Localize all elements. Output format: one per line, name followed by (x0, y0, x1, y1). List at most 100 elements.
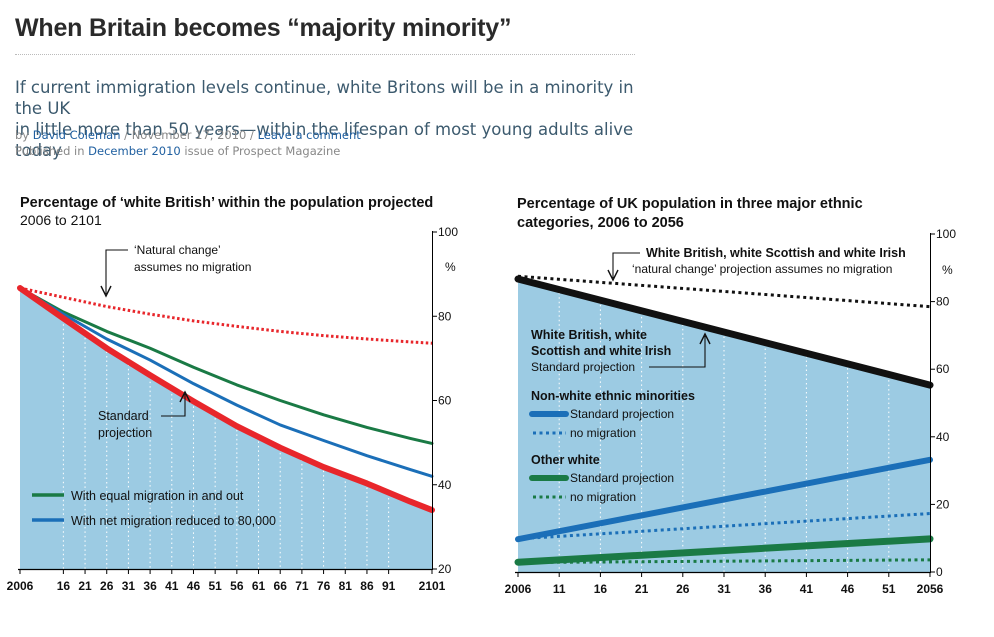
chart1-y-tick-label: 20 (438, 562, 452, 576)
chart1-y-tick-label: 100 (438, 225, 458, 239)
published-suffix: issue of Prospect Magazine (184, 144, 341, 158)
chart1-series-standard (17, 285, 435, 514)
article-standfirst: If current immigration levels continue, … (15, 77, 655, 161)
publish-date: November 17, 2010 (131, 128, 247, 142)
byline-separator: / (250, 128, 254, 142)
chart2-wb-arrowhead (699, 332, 711, 345)
by-prefix: by (15, 128, 30, 142)
chart1-annotation-natural-2: assumes no migration (134, 260, 251, 274)
chart1-title-line-1: Percentage of ‘white British’ within the… (20, 195, 433, 211)
chart2-legend-nonwhite-heading: Non-white ethnic minorities (531, 389, 695, 403)
chart1-x-tick-label: 66 (274, 579, 288, 593)
chart1-x-tick-label: 36 (143, 579, 157, 593)
chart1-x-tick-label: 51 (208, 579, 222, 593)
standfirst-line-2: in little more than 50 years—within the … (15, 120, 634, 160)
chart2-series-wb_standard (514, 275, 934, 389)
chart2-x-tick-label: 16 (594, 582, 608, 596)
chart1-x-tick-label: 61 (252, 579, 266, 593)
chart1-x-tick-label: 26 (100, 579, 114, 593)
chart2-x-tick-label: 36 (759, 582, 773, 596)
chart2-x-tick-label: 31 (717, 582, 731, 596)
headline-rule (15, 54, 635, 55)
chart1-area-fill (20, 288, 432, 569)
chart2-annotation-wb-3: Standard projection (531, 360, 635, 374)
chart2-series-nw_standard (515, 456, 933, 543)
chart1-legend-reduced-label: With net migration reduced to 80,000 (71, 514, 276, 528)
chart1-y-ticks: 20 40 60 80 100 (432, 225, 458, 576)
chart2-top-arrowhead (607, 269, 619, 282)
chart1-gridlines (62, 297, 390, 569)
chart2-y-tick-label: 0 (936, 565, 943, 579)
chart1-series (17, 285, 435, 514)
chart2-x-tick-label: 21 (635, 582, 649, 596)
chart2-y-ticks: 0 20 40 60 80 100 (930, 227, 956, 579)
chart1-y-tick-label: 60 (438, 394, 452, 408)
chart2-y-tick-label: 20 (936, 497, 950, 511)
chart1-x-tick-label: 56 (230, 579, 244, 593)
chart1-x-tick-label: 16 (57, 579, 71, 593)
chart1-x-tick-label: 76 (317, 579, 331, 593)
chart1-x-tick-label: 2101 (419, 579, 446, 593)
chart2-top-leader (612, 252, 640, 278)
chart2-annotation-top-2: ‘natural change’ projection assumes no m… (632, 262, 892, 276)
chart1-x-ticks: 2006 16 21 26 31 36 41 46 51 56 61 66 71 76 81 86 91 2101 (7, 569, 446, 593)
published-prefix: Published in (15, 144, 85, 158)
chart1-series-natural (19, 286, 433, 345)
chart2-y-tick-label: 60 (936, 362, 950, 376)
chart1-standard-arrowhead (179, 390, 191, 403)
chart1-natural-arrowhead (100, 285, 112, 298)
chart2-legend-other-heading: Other white (531, 453, 600, 467)
chart2-x-tick-label: 26 (676, 582, 690, 596)
chart2-x-tick-label: 41 (800, 582, 814, 596)
chart2-annotation-wb-2: Scottish and white Irish (531, 344, 671, 358)
chart2-x-ticks: 2006 11 16 21 26 31 36 41 46 51 2056 (505, 572, 944, 596)
chart1-standard-leader (161, 394, 186, 417)
chart1-x-tick-label: 21 (78, 579, 92, 593)
standfirst-line-1: If current immigration levels continue, … (15, 78, 634, 118)
chart2-x-tick-label: 46 (841, 582, 855, 596)
chart1-y-tick-label: 80 (438, 309, 452, 323)
chart2-legend-nonwhite-standard-label: Standard projection (570, 407, 674, 421)
chart2-x-tick-label: 2056 (917, 582, 944, 596)
chart2-annotation-wb-1: White British, white (531, 328, 647, 342)
article-headline: When Britain becomes “majority minority” (15, 14, 512, 42)
chart1-x-tick-label: 71 (295, 579, 309, 593)
chart2-series-ow_standard (514, 535, 934, 566)
author-link[interactable]: David Coleman (32, 128, 121, 142)
chart1-y-tick-label: 40 (438, 478, 452, 492)
chart1-legend-equal-label: With equal migration in and out (71, 489, 244, 503)
issue-link[interactable]: December 2010 (88, 144, 181, 158)
chart2-title-line-1: Percentage of UK population in three maj… (517, 196, 863, 212)
chart2-x-tick-label: 11 (553, 582, 566, 596)
chart-white-british-share: Percentage of ‘white British’ within the… (7, 195, 459, 593)
chart2-area-fill (518, 278, 930, 572)
chart1-title-line-2: 2006 to 2101 (20, 212, 102, 228)
chart1-annotation-natural-1: ‘Natural change’ (134, 243, 221, 257)
byline-line-1: by David Coleman / November 17, 2010 / L… (15, 127, 361, 143)
chart1-unit-label: % (445, 260, 456, 274)
chart2-y-tick-label: 80 (936, 295, 950, 309)
chart1-annotation-standard-2: projection (98, 426, 152, 440)
chart-ethnic-categories: Percentage of UK population in three maj… (505, 196, 957, 596)
chart1-x-tick-label: 91 (382, 579, 396, 593)
chart2-x-tick-label: 2006 (505, 582, 532, 596)
chart1-natural-leader (105, 249, 128, 294)
chart2-series (514, 274, 934, 566)
chart2-title-line-2: categories, 2006 to 2056 (517, 215, 684, 231)
chart2-legend-other-nomig-label: no migration (570, 490, 636, 504)
chart1-x-tick-label: 31 (122, 579, 136, 593)
chart2-legend-other-standard-label: Standard projection (570, 471, 674, 485)
byline: by David Coleman / November 17, 2010 / L… (15, 127, 361, 159)
chart2-wb-leader (649, 336, 706, 368)
chart1-x-tick-label: 41 (165, 579, 179, 593)
chart2-y-tick-label: 40 (936, 430, 950, 444)
chart1-x-tick-label: 2006 (7, 579, 34, 593)
chart1-series-reduced (18, 286, 434, 478)
chart2-annotation-top-1: White British, white Scottish and white … (646, 246, 906, 260)
chart2-x-tick-label: 51 (882, 582, 896, 596)
chart2-legend-nonwhite-nomig-label: no migration (570, 426, 636, 440)
leave-comment-link[interactable]: Leave a comment (257, 128, 361, 142)
chart1-series-equal (18, 286, 434, 445)
byline-line-2: Published in December 2010 issue of Pros… (15, 143, 361, 159)
